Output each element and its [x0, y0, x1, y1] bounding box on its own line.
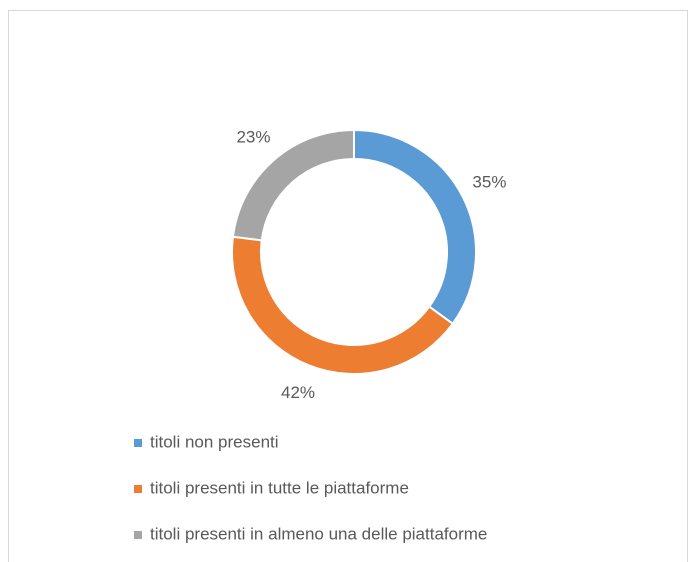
legend-swatch	[134, 531, 142, 539]
donut-slice	[231, 128, 355, 242]
chart-frame	[8, 10, 688, 562]
legend-label: titoli presenti in tutte le piattaforme	[150, 478, 409, 497]
legend-label: titoli presenti in almeno una delle piat…	[150, 524, 487, 543]
legend-swatch	[134, 485, 142, 493]
legend-label: titoli non presenti	[150, 432, 279, 451]
data-label: 23%	[236, 127, 270, 146]
data-label: 42%	[281, 383, 315, 402]
data-label: 35%	[472, 172, 506, 191]
legend-swatch	[134, 439, 142, 447]
